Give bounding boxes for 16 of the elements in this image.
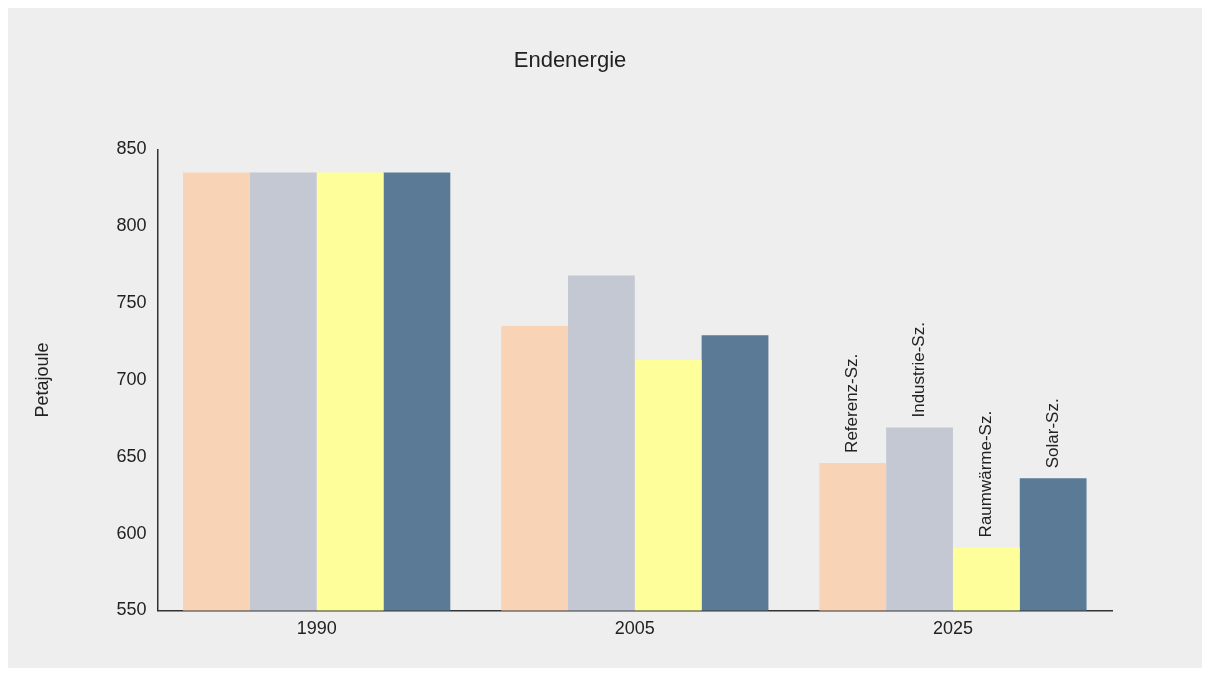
y-tick-label: 750 (116, 292, 147, 313)
y-tick-label: 650 (116, 445, 147, 466)
x-tick-label: 2025 (932, 618, 973, 639)
text: Industrie-Sz. (909, 322, 929, 418)
x-tick-label: 1990 (296, 618, 337, 639)
text: Raumwärme-Sz. (976, 410, 996, 538)
y-tick-label: 550 (116, 599, 147, 620)
y-tick-label: 850 (116, 138, 147, 159)
x-tick-label: 2005 (614, 618, 655, 639)
text: Solar-Sz. (1042, 398, 1062, 469)
y-axis-title: Petajoule (31, 342, 52, 418)
y-tick-label: 700 (116, 368, 147, 389)
text: Referenz-Sz. (842, 353, 862, 453)
y-tick-label: 800 (116, 215, 147, 236)
chart-title: Endenergie (513, 47, 627, 73)
y-tick-label: 600 (116, 522, 147, 543)
